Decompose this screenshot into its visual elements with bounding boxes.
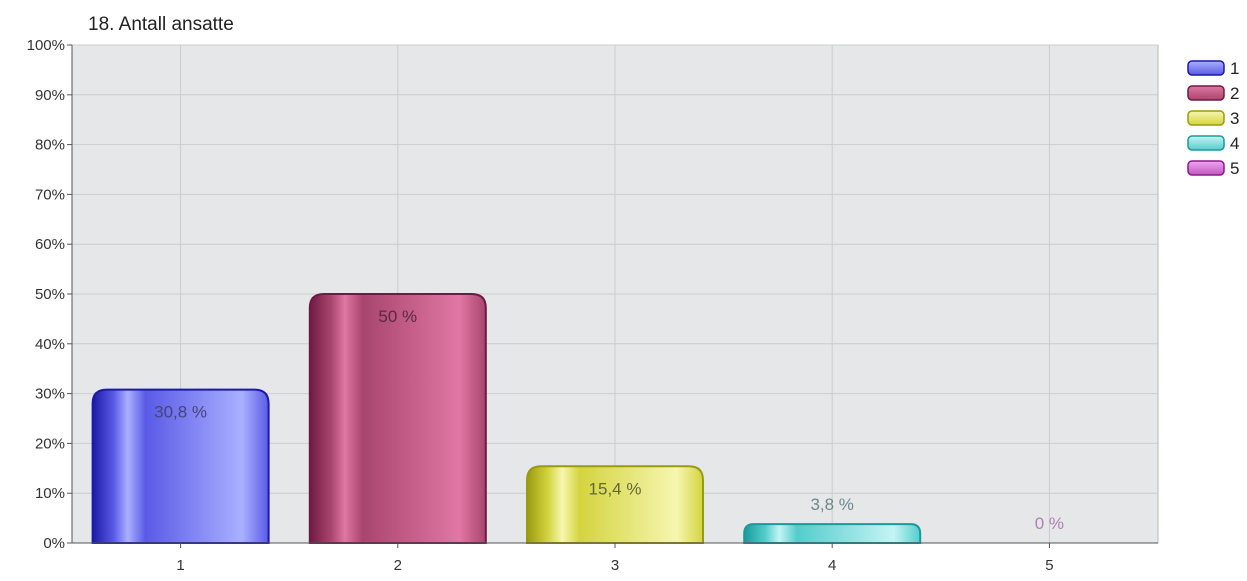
data-label-4: 3,8 % — [810, 495, 853, 514]
legend-label-5: 5 — [1230, 159, 1239, 178]
x-tick-label: 5 — [1045, 557, 1053, 574]
y-tick-label: 30% — [35, 386, 65, 403]
legend-label-4: 4 — [1230, 134, 1239, 153]
legend-swatch-4 — [1187, 135, 1225, 151]
bar-1 — [91, 388, 270, 544]
bar-2 — [308, 293, 487, 544]
legend-swatch-5 — [1187, 160, 1225, 176]
y-tick-label: 70% — [35, 186, 65, 203]
y-tick-label: 20% — [35, 435, 65, 452]
y-tick-label: 10% — [35, 485, 65, 502]
chart-title: 18. Antall ansatte — [88, 14, 234, 35]
legend-label-1: 1 — [1230, 59, 1239, 78]
x-tick-label: 1 — [176, 557, 184, 574]
legend-swatch-2 — [1187, 85, 1225, 101]
x-tick-label: 4 — [828, 557, 836, 574]
data-label-5: 0 % — [1035, 514, 1064, 533]
legend-swatch-1 — [1187, 60, 1225, 76]
x-tick-label: 3 — [611, 557, 619, 574]
data-label-2: 50 % — [378, 307, 417, 326]
legend-label-3: 3 — [1230, 109, 1239, 128]
data-label-1: 30,8 % — [154, 403, 207, 422]
y-tick-label: 90% — [35, 87, 65, 104]
x-tick-label: 2 — [394, 557, 402, 574]
y-tick-label: 80% — [35, 137, 65, 154]
y-tick-label: 100% — [27, 37, 65, 54]
y-tick-label: 50% — [35, 286, 65, 303]
legend-swatch-3 — [1187, 110, 1225, 126]
y-tick-label: 40% — [35, 336, 65, 353]
bar-3 — [526, 465, 704, 544]
data-label-3: 15,4 % — [589, 479, 642, 498]
y-tick-label: 0% — [43, 535, 65, 552]
bar-4 — [743, 523, 922, 544]
legend-label-2: 2 — [1230, 84, 1239, 103]
y-tick-label: 60% — [35, 236, 65, 253]
